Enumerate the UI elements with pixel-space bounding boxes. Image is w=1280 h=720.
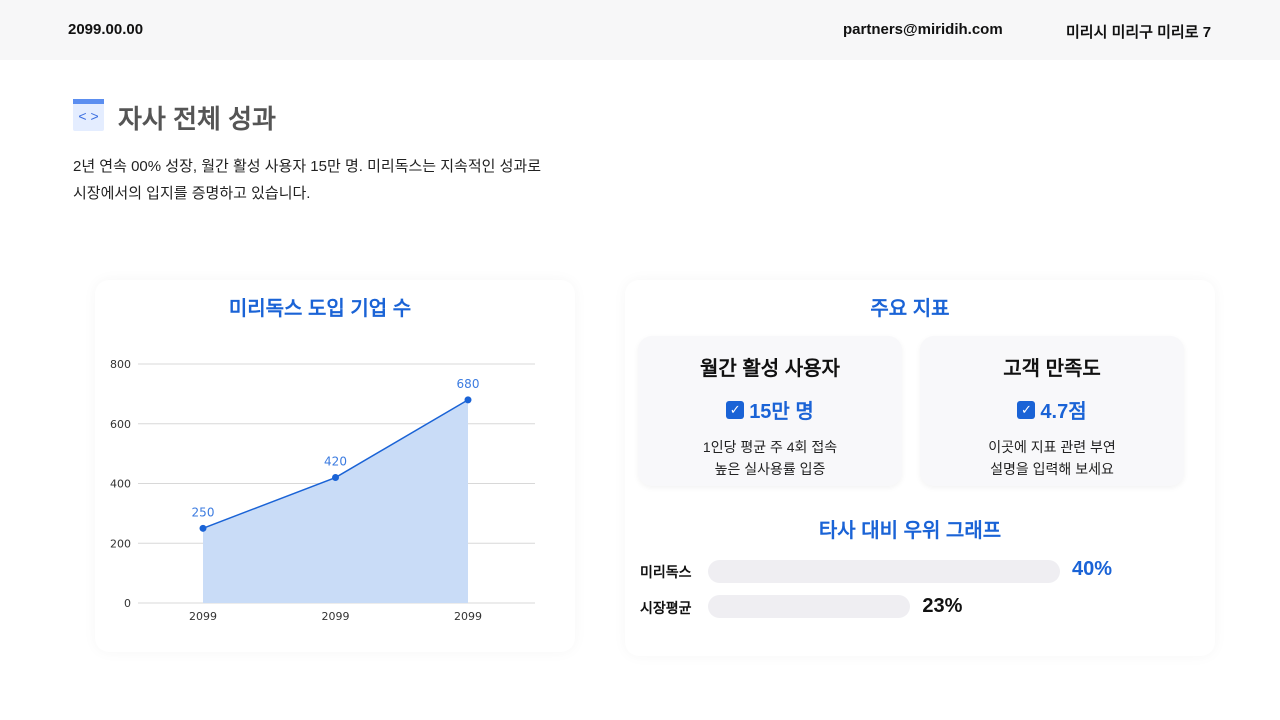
data-point <box>464 396 472 404</box>
bar-mirodocs <box>708 560 1060 583</box>
page-title: 자사 전체 성과 <box>118 104 276 134</box>
x-tick-label: 2099 <box>189 610 217 623</box>
comparison-title: 타사 대비 우위 그래프 <box>818 520 1002 542</box>
description-line: 시장에서의 입지를 증명하고 있습니다. <box>73 185 311 202</box>
bar-label: 미리독스 <box>640 564 692 580</box>
description-line: 2년 연속 00% 성장, 월간 활성 사용자 15만 명. 미리독스는 지속적… <box>73 158 542 175</box>
header-email: partners@miridih.com <box>843 21 1003 38</box>
header: 2099.00.00 partners@miridih.com 미리시 미리구 … <box>0 0 1280 60</box>
metric-title: 고객 만족도 <box>1003 358 1101 380</box>
y-tick-label: 800 <box>110 358 131 371</box>
bar-value: 40% <box>1072 558 1113 580</box>
bar-value: 23% <box>922 595 963 617</box>
data-point <box>199 524 207 532</box>
metric-desc: 이곳에 지표 관련 부연 <box>988 439 1116 455</box>
bar-label: 시장평균 <box>640 600 692 616</box>
y-tick-label: 600 <box>110 418 131 431</box>
y-tick-label: 200 <box>110 537 131 550</box>
area-fill <box>203 399 468 603</box>
x-tick-label: 2099 <box>454 610 482 623</box>
data-point <box>332 474 339 482</box>
checkbox-icon: ✓ <box>1017 400 1036 419</box>
metric-value: 4.7점 <box>1040 401 1087 423</box>
bar-market-average <box>708 595 911 618</box>
chart-title: 미리독스 도입 기업 수 <box>228 298 412 320</box>
data-label: 680 <box>457 377 480 391</box>
x-tick-label: 2099 <box>322 610 350 623</box>
metric-desc: 설명을 입력해 보세요 <box>990 461 1114 477</box>
checkbox-icon: ✓ <box>726 400 745 419</box>
metric-desc: 1인당 평균 주 4회 접속 <box>702 439 838 455</box>
code-window-icon: < > <box>73 99 104 131</box>
header-address: 미리시 미리구 미리로 7 <box>1066 24 1212 41</box>
metrics-title: 주요 지표 <box>870 298 950 320</box>
metric-value: 15만 명 <box>749 401 814 423</box>
y-tick-label: 400 <box>110 478 131 491</box>
data-label: 250 <box>192 505 215 519</box>
header-date: 2099.00.00 <box>68 21 144 38</box>
page-description: 2년 연속 00% 성장, 월간 활성 사용자 15만 명. 미리독스는 지속적… <box>73 153 593 207</box>
data-label: 420 <box>324 455 347 469</box>
y-tick-label: 0 <box>124 597 131 610</box>
metric-desc: 높은 실사용률 입증 <box>714 461 826 477</box>
metric-title: 월간 활성 사용자 <box>700 358 840 380</box>
